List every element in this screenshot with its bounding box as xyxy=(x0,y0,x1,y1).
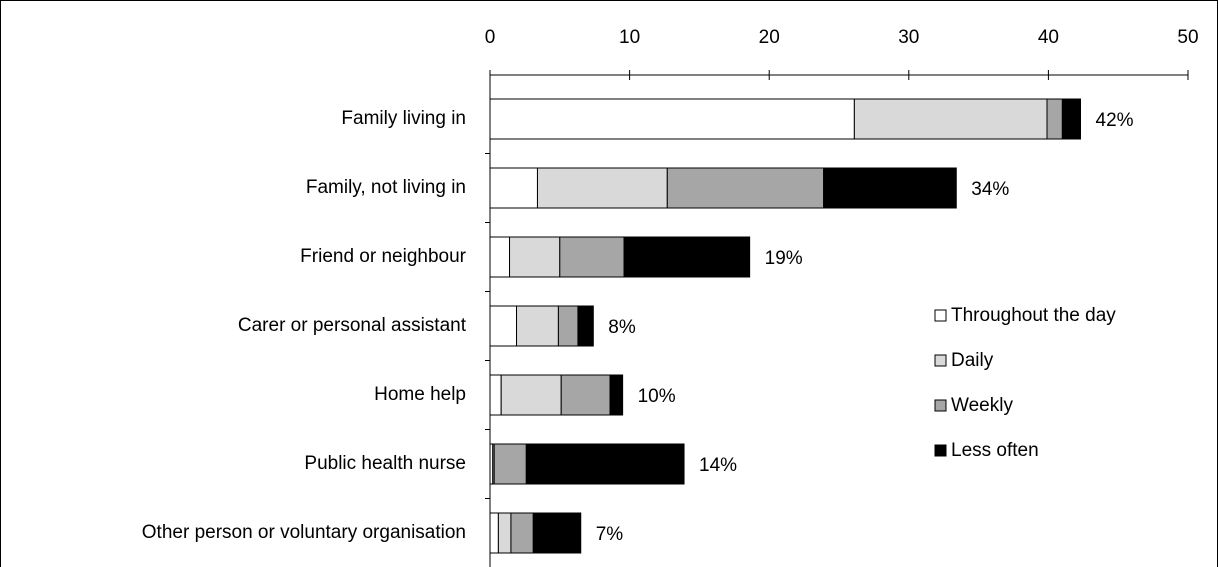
total-label: 8% xyxy=(608,317,636,338)
bar-segment xyxy=(489,167,538,209)
bar-segment xyxy=(516,305,559,347)
bar-segment xyxy=(557,305,579,347)
bar-segment xyxy=(536,167,668,209)
bar-segment xyxy=(666,167,825,209)
bar-segment xyxy=(609,374,624,416)
x-tick-label: 40 xyxy=(1038,27,1059,48)
bar-segment xyxy=(493,443,527,485)
total-label: 34% xyxy=(971,179,1009,200)
bar-segment xyxy=(500,374,562,416)
bar-segment xyxy=(1061,98,1082,140)
bar-segment xyxy=(489,512,499,554)
total-label: 14% xyxy=(699,455,737,476)
total-label: 7% xyxy=(596,524,624,545)
bar-segment xyxy=(577,305,594,347)
y-tick-label: Family, not living in xyxy=(306,177,466,198)
x-tick-label: 30 xyxy=(898,27,919,48)
x-tick-label: 50 xyxy=(1177,27,1198,48)
legend-label: Daily xyxy=(951,350,994,371)
bar-segment xyxy=(560,374,611,416)
legend-swatch xyxy=(934,444,947,457)
bar-segment xyxy=(489,98,855,140)
bar-segment xyxy=(489,374,502,416)
legend-label: Throughout the day xyxy=(951,305,1116,326)
bar-segment xyxy=(559,236,625,278)
bar-segment xyxy=(532,512,582,554)
y-tick-label: Carer or personal assistant xyxy=(238,315,467,336)
legend-swatch xyxy=(934,309,947,322)
bar-segment xyxy=(853,98,1048,140)
x-tick-label: 0 xyxy=(485,27,496,48)
x-tick-label: 10 xyxy=(619,27,640,48)
y-tick-label: Family living in xyxy=(341,108,466,129)
bar-segment xyxy=(525,443,685,485)
legend-label: Weekly xyxy=(951,395,1013,416)
bar-segment xyxy=(489,236,511,278)
x-tick-label: 20 xyxy=(759,27,780,48)
bar-segment xyxy=(509,236,561,278)
total-label: 10% xyxy=(638,386,676,407)
y-tick-label: Home help xyxy=(374,384,466,405)
bar-segment xyxy=(623,236,751,278)
bar-segment xyxy=(489,305,518,347)
total-label: 19% xyxy=(765,248,803,269)
total-label: 42% xyxy=(1096,110,1134,131)
bar-segment xyxy=(823,167,957,209)
legend-swatch xyxy=(934,399,947,412)
bar-segment xyxy=(1046,98,1063,140)
legend-label: Less often xyxy=(951,440,1039,461)
bar-segment xyxy=(497,512,512,554)
y-tick-label: Other person or voluntary organisation xyxy=(142,522,466,543)
bar-segment xyxy=(510,512,534,554)
y-tick-label: Friend or neighbour xyxy=(300,246,466,267)
y-tick-label: Public health nurse xyxy=(304,453,466,474)
legend-swatch xyxy=(934,354,947,367)
